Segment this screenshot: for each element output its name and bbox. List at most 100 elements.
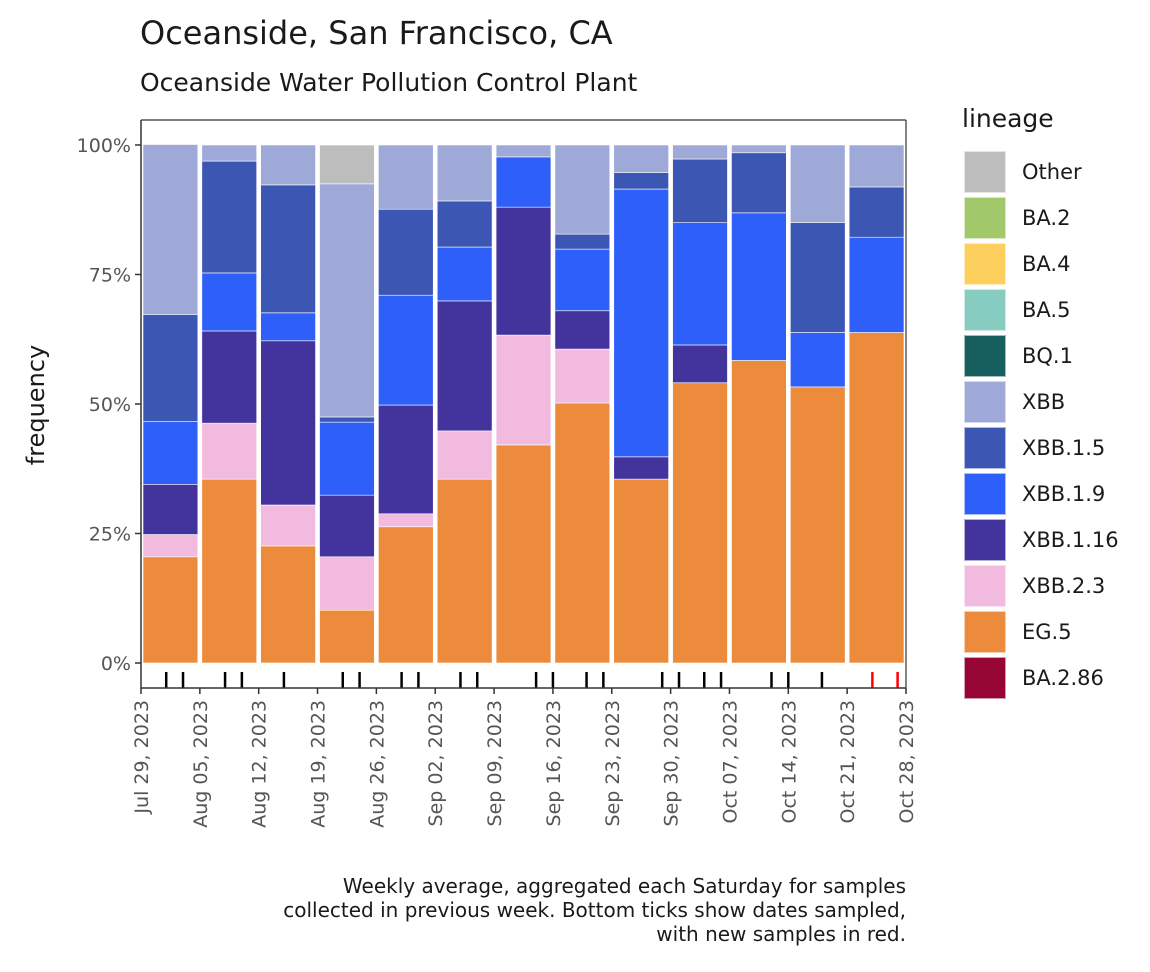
legend-swatch bbox=[964, 611, 1006, 653]
bar-segment-xbb-1-9 bbox=[731, 212, 787, 361]
bar-segment-xbb-1-5 bbox=[672, 158, 728, 223]
legend-item: BA.5 bbox=[964, 287, 1119, 333]
legend-item: Other bbox=[964, 149, 1119, 195]
bar-segment-xbb bbox=[378, 144, 434, 210]
legend-label: EG.5 bbox=[1022, 620, 1072, 644]
legend-item: BA.4 bbox=[964, 241, 1119, 287]
legend-swatch bbox=[964, 519, 1006, 561]
bar-segment-xbb-1-5 bbox=[554, 233, 611, 250]
bar-segment-xbb-2-3 bbox=[142, 534, 199, 558]
axes-layer: 0% 25% 50% 75% 100% Jul 29, 2023 Aug 05, 2023 A… bbox=[77, 119, 918, 828]
bar-segment-xbb bbox=[848, 144, 905, 188]
bar-segment-xbb-1-9 bbox=[672, 222, 728, 346]
bar-segment-xbb bbox=[201, 144, 257, 162]
x-tick-label: Jul 29, 2023 bbox=[131, 700, 153, 815]
bar-segment-xbb-2-3 bbox=[201, 422, 257, 480]
bar-segment-xbb-1-9 bbox=[613, 188, 669, 458]
bar-segment-xbb-1-5 bbox=[142, 314, 199, 422]
bar-segment-xbb-1-16 bbox=[672, 344, 728, 384]
legend-label: XBB.2.3 bbox=[1022, 574, 1106, 598]
sample-ticks-layer bbox=[164, 672, 899, 688]
bar-segment-xbb-1-9 bbox=[790, 332, 846, 388]
x-tick-label: Oct 21, 2023 bbox=[837, 700, 859, 824]
bar-segment-xbb-1-9 bbox=[378, 294, 434, 406]
x-tick-label: Aug 05, 2023 bbox=[190, 700, 212, 828]
legend-swatch bbox=[964, 243, 1006, 285]
x-tick-label: Oct 28, 2023 bbox=[896, 700, 918, 824]
bar-segment-xbb-1-16 bbox=[319, 494, 375, 558]
legend-swatch bbox=[964, 381, 1006, 423]
bar-segment-eg-5 bbox=[672, 382, 728, 664]
legend-item: BA.2 bbox=[964, 195, 1119, 241]
bar-segment-xbb bbox=[260, 144, 316, 186]
bar-segment-xbb-1-5 bbox=[731, 152, 787, 214]
chart-subtitle: Oceanside Water Pollution Control Plant bbox=[140, 68, 638, 97]
bar-segment-eg-5 bbox=[613, 478, 669, 664]
bar-segment-xbb bbox=[554, 144, 611, 235]
x-tick-label: Aug 19, 2023 bbox=[308, 700, 330, 828]
bar-segment-eg-5 bbox=[319, 609, 375, 664]
bar-segment-eg-5 bbox=[142, 556, 199, 664]
legend-item: XBB bbox=[964, 379, 1119, 425]
legend-item: XBB.1.16 bbox=[964, 517, 1119, 563]
y-tick-label: 50% bbox=[89, 394, 131, 416]
bar-segment-xbb bbox=[319, 183, 375, 418]
legend-swatch bbox=[964, 335, 1006, 377]
legend-swatch bbox=[964, 197, 1006, 239]
x-tick-label: Sep 02, 2023 bbox=[425, 700, 447, 826]
bar-segment-xbb-2-3 bbox=[378, 513, 434, 528]
bar-segment-xbb-1-16 bbox=[613, 456, 669, 480]
legend-label: XBB bbox=[1022, 390, 1066, 414]
bars-layer bbox=[141, 120, 906, 688]
bar-segment-eg-5 bbox=[436, 478, 493, 664]
bar-segment-xbb bbox=[436, 144, 493, 202]
legend-item: BQ.1 bbox=[964, 333, 1119, 379]
bar-segment-eg-5 bbox=[378, 526, 434, 664]
x-tick-label: Aug 12, 2023 bbox=[249, 700, 271, 828]
bar-segment-eg-5 bbox=[495, 444, 552, 664]
bar-segment-xbb-1-5 bbox=[378, 208, 434, 296]
bar-segment-xbb-1-16 bbox=[436, 300, 493, 432]
legend-title: lineage bbox=[962, 104, 1054, 133]
bar-segment-xbb-1-9 bbox=[142, 421, 199, 485]
legend-label: BA.2 bbox=[1022, 206, 1071, 230]
legend-item: EG.5 bbox=[964, 609, 1119, 655]
legend: Other BA.2 BA.4 BA.5 BQ.1 XBB XBB.1.5 XBB.1.9 XB… bbox=[964, 149, 1119, 701]
legend-item: XBB.2.3 bbox=[964, 563, 1119, 609]
bar-segment-xbb-1-5 bbox=[319, 416, 375, 423]
x-tick-label: Sep 23, 2023 bbox=[602, 700, 624, 826]
bar-segment-xbb bbox=[790, 144, 846, 223]
bar-segment-other bbox=[319, 144, 375, 185]
legend-label: BA.2.86 bbox=[1022, 666, 1104, 690]
bar-segment-xbb-2-3 bbox=[554, 348, 611, 404]
bar-segment-xbb bbox=[495, 144, 552, 158]
y-tick-label: 0% bbox=[101, 653, 131, 675]
x-tick-label: Oct 14, 2023 bbox=[778, 700, 800, 824]
bar-segment-xbb-1-9 bbox=[436, 246, 493, 302]
y-tick-label: 75% bbox=[89, 265, 131, 287]
x-tick-label: Oct 07, 2023 bbox=[719, 700, 741, 824]
bar-segment-xbb-1-16 bbox=[554, 310, 611, 350]
bar-segment-xbb-1-5 bbox=[613, 172, 669, 190]
legend-swatch bbox=[964, 289, 1006, 331]
bar-segment-xbb-1-9 bbox=[554, 248, 611, 312]
bar-segment-xbb-1-9 bbox=[848, 236, 905, 333]
legend-swatch bbox=[964, 657, 1006, 699]
y-tick-label: 100% bbox=[77, 135, 131, 157]
bar-segment-xbb-1-9 bbox=[495, 156, 552, 208]
bar-segment-xbb-1-5 bbox=[260, 184, 316, 314]
bar-segment-xbb-1-16 bbox=[260, 340, 316, 506]
legend-swatch bbox=[964, 427, 1006, 469]
bar-segment-xbb-1-16 bbox=[142, 483, 199, 535]
bar-segment-eg-5 bbox=[790, 386, 846, 664]
bar-segment-xbb-1-16 bbox=[201, 330, 257, 424]
bar-segment-xbb-1-9 bbox=[260, 312, 316, 342]
bar-segment-xbb bbox=[672, 144, 728, 160]
bar-segment-xbb-2-3 bbox=[260, 504, 316, 547]
bar-segment-eg-5 bbox=[260, 545, 316, 664]
x-tick-label: Sep 16, 2023 bbox=[543, 700, 565, 826]
legend-item: XBB.1.5 bbox=[964, 425, 1119, 471]
legend-item: XBB.1.9 bbox=[964, 471, 1119, 517]
bar-segment-xbb bbox=[731, 144, 787, 154]
legend-swatch bbox=[964, 473, 1006, 515]
